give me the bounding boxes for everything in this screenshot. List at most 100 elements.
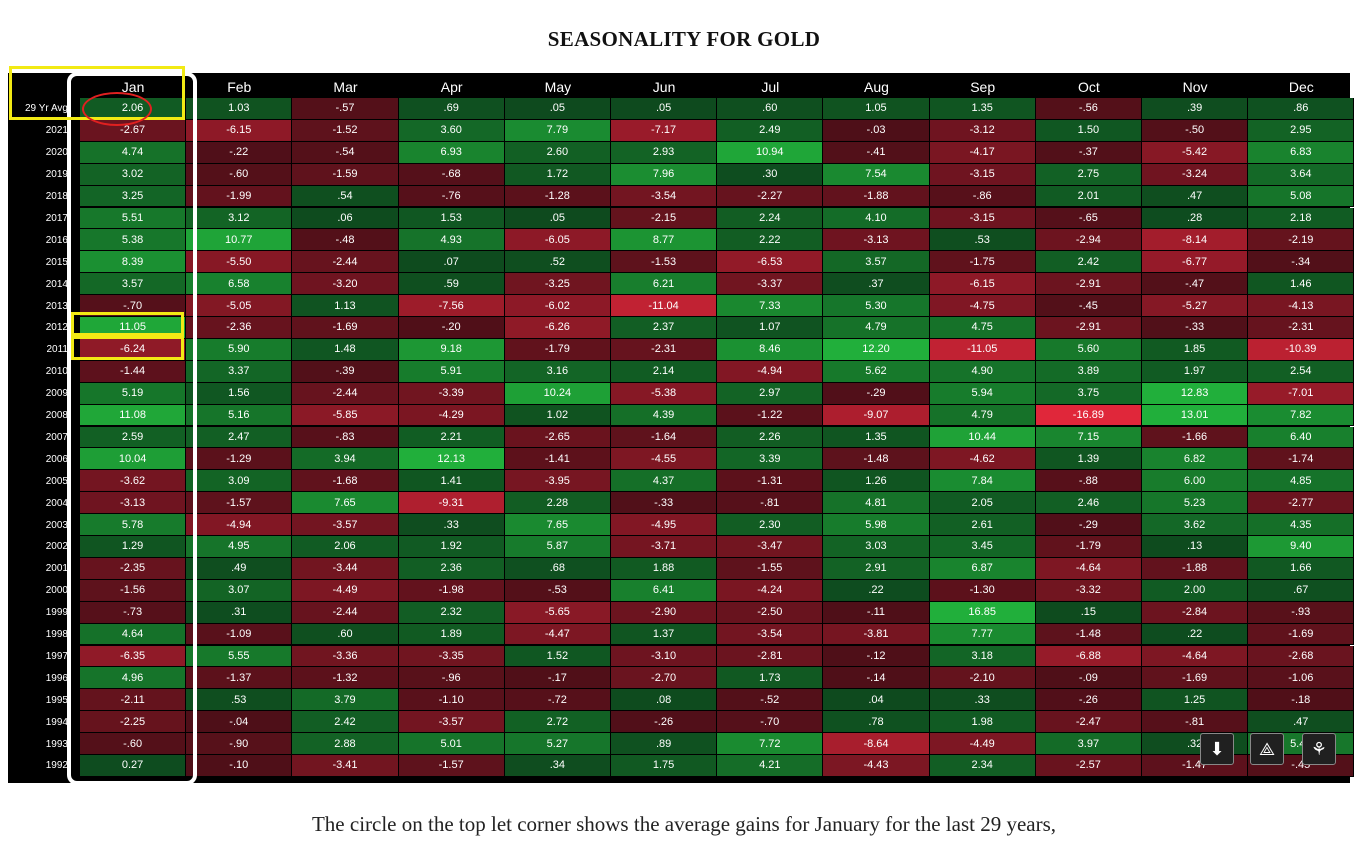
heatmap-cell: .33	[929, 689, 1036, 712]
column-header-jan: Jan	[121, 78, 145, 95]
heatmap-cell: -4.94	[186, 514, 293, 536]
caption-text: The circle on the top let corner shows t…	[311, 812, 1057, 836]
heatmap-cell: -6.15	[186, 119, 293, 142]
heatmap-cell: -.53	[504, 579, 611, 602]
heatmap-cell: 2.21	[398, 426, 505, 449]
column-header-aug: Aug	[864, 78, 889, 95]
heatmap-cell: -3.15	[929, 207, 1036, 230]
heatmap-cell: -2.44	[292, 251, 399, 274]
row-label: 2004	[45, 497, 68, 509]
heatmap-cell: -.52	[717, 689, 824, 712]
heatmap-cell: -1.30	[929, 579, 1036, 602]
heatmap-cell: 3.12	[186, 207, 293, 230]
row-label: 2010	[45, 366, 68, 378]
heatmap-cell: -1.48	[823, 448, 930, 471]
heatmap-cell: -2.44	[292, 382, 399, 405]
heatmap-cell: 5.51	[80, 207, 187, 230]
heatmap-cell: 10.04	[80, 448, 187, 471]
heatmap-cell: -2.36	[186, 317, 293, 339]
heatmap-cell: .28	[1142, 207, 1249, 230]
heatmap-cell: -9.07	[823, 404, 930, 427]
heatmap-cell: -4.13	[1248, 295, 1355, 317]
heatmap-cell: 16.85	[929, 601, 1036, 624]
heatmap-cell: -.54	[292, 141, 399, 164]
heatmap-cell: 1.52	[504, 645, 611, 668]
heatmap-cell: -.26	[611, 711, 718, 734]
heatmap-cell: -4.29	[398, 404, 505, 427]
heatmap-cell: -.09	[1035, 667, 1142, 690]
heatmap-cell: -1.41	[504, 448, 611, 471]
heatmap-cell: -3.13	[80, 492, 187, 515]
heatmap-cell: 1.25	[1142, 689, 1249, 712]
heatmap-cell: -3.24	[1142, 163, 1249, 186]
heatmap-cell: -16.89	[1035, 404, 1142, 427]
heatmap-cell: -4.49	[929, 733, 1036, 755]
heatmap-cell: -1.29	[186, 448, 293, 471]
heatmap-cell: 4.75	[929, 317, 1036, 339]
heatmap-cell: -2.10	[929, 667, 1036, 690]
heatmap-cell: .05	[504, 98, 611, 120]
heatmap-cell: .22	[1142, 623, 1249, 646]
heatmap-cell: -1.66	[1142, 426, 1249, 449]
column-header-mar: Mar	[333, 78, 358, 95]
heatmap-cell: 10.94	[717, 141, 824, 164]
heatmap-cell: -1.74	[1248, 448, 1355, 471]
heatmap-cell: -.17	[504, 667, 611, 690]
column-header-sep: Sep	[970, 78, 996, 95]
heatmap-cell: -2.25	[80, 711, 187, 734]
heatmap-cell: -6.53	[717, 251, 824, 274]
heatmap-cell: .59	[398, 273, 505, 296]
heatmap-cell: .22	[823, 579, 930, 602]
heatmap-cell: 11.05	[80, 317, 187, 339]
heatmap-cell: -3.32	[1035, 579, 1142, 602]
heatmap-cell: -2.67	[80, 119, 187, 142]
add-to-drive-button[interactable]: ⟁	[1250, 733, 1284, 765]
heatmap-cell: -.83	[292, 426, 399, 449]
heatmap-cell: -3.25	[504, 273, 611, 296]
heatmap-cell: 3.62	[1142, 514, 1249, 536]
heatmap-cell: 5.23	[1142, 492, 1249, 515]
heatmap-cell: -7.56	[398, 295, 505, 317]
heatmap-cell: 7.72	[717, 733, 824, 755]
heatmap-cell: 2.30	[717, 514, 824, 536]
heatmap-cell: -3.71	[611, 536, 718, 558]
heatmap-cell: 12.83	[1142, 382, 1249, 405]
heatmap-cell: -1.88	[823, 185, 930, 208]
heatmap-cell: -.68	[398, 163, 505, 186]
column-header-jun: Jun	[652, 78, 676, 95]
heatmap-cell: -1.59	[292, 163, 399, 186]
heatmap-cell: 1.88	[611, 557, 718, 580]
heatmap-cell: -.56	[1035, 98, 1142, 120]
heatmap-cell: -2.70	[611, 667, 718, 690]
heatmap-cell: -5.42	[1142, 141, 1249, 164]
heatmap-cell: 3.97	[1035, 733, 1142, 755]
heatmap-cell: -3.15	[929, 163, 1036, 186]
heatmap-cell: 2.59	[80, 426, 187, 449]
heatmap-cell: 1.37	[611, 623, 718, 646]
heatmap-cell: 2.06	[80, 98, 187, 120]
heatmap-cell: -2.19	[1248, 229, 1355, 252]
heatmap-cell: .04	[823, 689, 930, 712]
heatmap-cell: -.14	[823, 667, 930, 690]
heatmap-cell: -3.44	[292, 557, 399, 580]
heatmap-cell: -5.38	[611, 382, 718, 405]
extension-button[interactable]: ⚘	[1302, 733, 1336, 765]
heatmap-cell: 4.95	[186, 536, 293, 558]
heatmap-cell: -1.48	[1035, 623, 1142, 646]
heatmap-cell: 4.93	[398, 229, 505, 252]
heatmap-cell: 4.96	[80, 667, 187, 690]
heatmap-cell: -4.64	[1035, 557, 1142, 580]
heatmap-cell: 1.35	[823, 426, 930, 449]
download-button[interactable]: ⬇	[1200, 733, 1234, 765]
heatmap-cell: -5.50	[186, 251, 293, 274]
row-label: 2008	[45, 410, 68, 422]
heatmap-cell: 6.00	[1142, 470, 1249, 493]
heatmap-cell: -3.36	[292, 645, 399, 668]
heatmap-cell: -.81	[1142, 711, 1249, 734]
heatmap-cell: -11.05	[929, 338, 1036, 361]
heatmap-cell: -.20	[398, 317, 505, 339]
heatmap-cell: 1.92	[398, 536, 505, 558]
column-header-apr: Apr	[440, 78, 463, 95]
row-label: 1994	[45, 716, 68, 728]
heatmap-cell: -2.50	[717, 601, 824, 624]
